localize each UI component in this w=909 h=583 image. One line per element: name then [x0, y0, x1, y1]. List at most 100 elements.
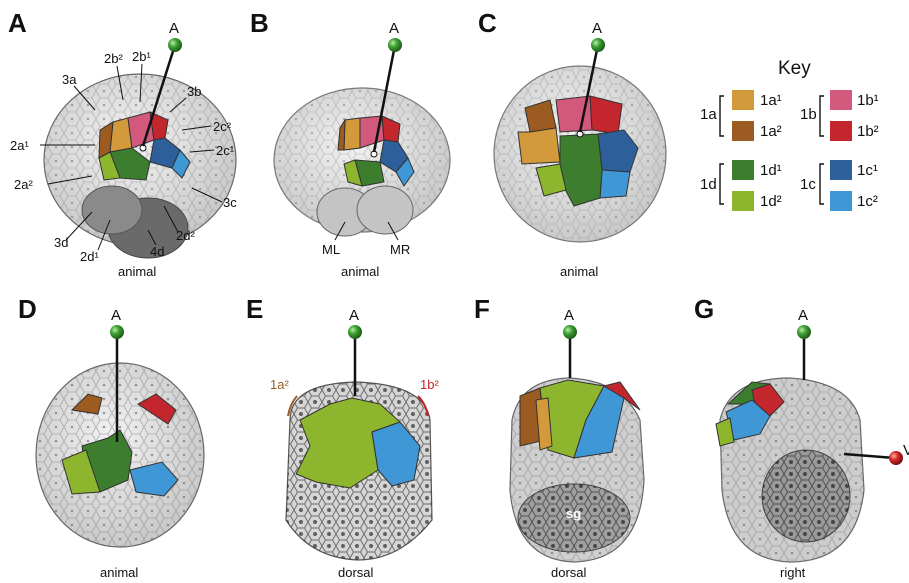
- cell-1c2-a: [171, 149, 191, 179]
- stomach-texture-f: [518, 484, 630, 552]
- label-3c: 3c: [223, 195, 237, 210]
- cell-2d1: [81, 185, 143, 235]
- cell-1a1-f: [535, 397, 553, 451]
- key-label-1a1: 1a¹: [760, 92, 782, 109]
- view-label-a: animal: [118, 264, 156, 279]
- view-label-f: dorsal: [551, 565, 587, 580]
- label-2a1: 2a¹: [10, 138, 29, 153]
- axis-label-e: A: [349, 307, 359, 324]
- key-swatch-1b2: [830, 121, 852, 141]
- panel-g: G A V right: [694, 294, 909, 580]
- cell-1d2-b: [343, 159, 363, 187]
- cell-1b2-f: [602, 381, 641, 411]
- axis-line-b: [372, 44, 397, 153]
- axis-ball-a: [168, 38, 182, 52]
- cell-1c2-b: [395, 157, 415, 187]
- key-label-1c1: 1c¹: [857, 162, 878, 179]
- panel-d: D A animal: [18, 294, 205, 580]
- key-swatch-1b1: [830, 90, 852, 110]
- cell-1b2-d: [137, 393, 177, 425]
- cell-1a2-b: [337, 118, 346, 151]
- label-sg: sg: [566, 506, 581, 521]
- key-bracket-1c: [819, 163, 824, 205]
- cell-1a1-b: [343, 117, 361, 151]
- cell-1c2-f: [573, 385, 625, 459]
- key: Key 1a 1a¹ 1a² 1b 1b¹ 1b² 1d 1d¹ 1d² 1c …: [700, 58, 879, 211]
- label-2a2: 2a²: [14, 177, 33, 192]
- cell-1d2-d: [61, 449, 101, 495]
- key-label-1d2: 1d²: [760, 193, 782, 210]
- view-label-g: right: [780, 565, 806, 580]
- cell-1d2-a: [98, 151, 121, 181]
- view-label-c: animal: [560, 264, 598, 279]
- panel-letter-e: E: [246, 294, 263, 324]
- cell-1a1-c: [517, 127, 561, 165]
- label-2d2: 2d²: [176, 228, 195, 243]
- panel-c: C A animal: [478, 8, 667, 279]
- panel-letter-f: F: [474, 294, 490, 324]
- bracket-1a2-e: [287, 395, 298, 417]
- axis-label-f: A: [564, 307, 574, 324]
- axis-line-a: [141, 44, 177, 147]
- label-3a: 3a: [62, 72, 77, 87]
- axis-line-c: [578, 44, 600, 133]
- stomach-texture-g: [762, 450, 850, 542]
- key-bracket-1d: [719, 163, 724, 205]
- axis-label-a: A: [169, 20, 179, 37]
- axis-ball-d: [110, 325, 124, 339]
- axis-ball-f: [563, 325, 577, 339]
- key-label-1d1: 1d¹: [760, 162, 782, 179]
- key-label-1b2: 1b²: [857, 123, 879, 140]
- axis-label-d: A: [111, 307, 121, 324]
- key-group-1b: 1b: [800, 106, 817, 123]
- axis-ball-e: [348, 325, 362, 339]
- label-1a2-e: 1a²: [270, 377, 289, 392]
- cell-1a2-d: [70, 393, 103, 415]
- cell-1d2-g: [715, 417, 735, 447]
- key-label-1c2: 1c²: [857, 193, 878, 210]
- panel-a: A A: [8, 8, 237, 279]
- axis-label-g: A: [798, 307, 808, 324]
- panel-letter-b: B: [250, 8, 269, 38]
- view-label-b: animal: [341, 264, 379, 279]
- bracket-1b2-e: [417, 395, 429, 417]
- cell-1c2-d: [129, 461, 179, 497]
- key-swatch-1c1: [830, 160, 852, 180]
- axis-label-b: A: [389, 20, 399, 37]
- key-label-1b1: 1b¹: [857, 92, 879, 109]
- panel-e: E A 1a² 1b² dorsal: [246, 294, 439, 580]
- key-swatch-1a1: [732, 90, 754, 110]
- label-2b2: 2b²: [104, 51, 123, 66]
- key-group-1a: 1a: [700, 106, 717, 123]
- leader-lines-a: [40, 63, 223, 251]
- key-label-1a2: 1a²: [760, 123, 782, 140]
- ventral-label-g: V: [903, 442, 909, 459]
- label-mr: MR: [390, 242, 410, 257]
- key-swatch-1d1: [732, 160, 754, 180]
- label-2c1: 2c¹: [216, 143, 235, 158]
- axis-ball-g: [797, 325, 811, 339]
- label-3b: 3b: [187, 84, 201, 99]
- label-1b2-e: 1b²: [420, 377, 439, 392]
- panel-f: F A sg dorsal: [474, 294, 645, 580]
- key-bracket-1a: [719, 95, 724, 137]
- panel-letter-g: G: [694, 294, 714, 324]
- ventral-line-g: [843, 452, 895, 460]
- key-swatch-1c2: [830, 191, 852, 211]
- cell-1d2-c: [535, 163, 567, 197]
- view-label-e: dorsal: [338, 565, 374, 580]
- cell-1c2-e: [371, 421, 421, 487]
- label-2b1: 2b¹: [132, 49, 151, 64]
- leader-ml: [334, 221, 346, 241]
- key-swatch-1a2: [732, 121, 754, 141]
- label-4d: 4d: [150, 244, 164, 259]
- panel-letter-a: A: [8, 8, 27, 38]
- label-2d1: 2d¹: [80, 249, 99, 264]
- key-group-1c: 1c: [800, 176, 816, 193]
- label-2c2: 2c²: [213, 119, 232, 134]
- axis-label-c: A: [592, 20, 602, 37]
- axis-ball-b: [388, 38, 402, 52]
- leader-mr: [387, 221, 399, 241]
- cell-mr: [356, 185, 414, 235]
